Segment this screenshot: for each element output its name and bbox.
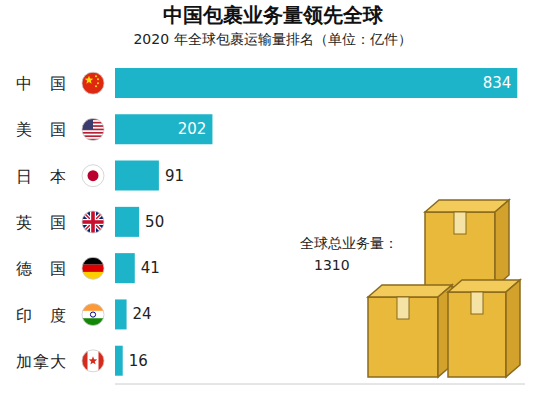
html-text:中国包裹业务量领先全球: 中国包裹业务量领先全球 <box>162 3 383 27</box>
svg-text:41: 41 <box>141 259 160 277</box>
svg-text:16: 16 <box>129 352 148 370</box>
svg-text:印: 印 <box>16 306 32 325</box>
html-text:全球总业务量：: 全球总业务量： <box>300 235 398 251</box>
svg-text:度: 度 <box>50 306 66 325</box>
svg-text:美: 美 <box>16 120 32 139</box>
html-text:1310: 1310 <box>314 257 350 273</box>
svg-text:834: 834 <box>483 74 512 92</box>
svg-text:德: 德 <box>16 259 32 278</box>
svg-text:24: 24 <box>133 305 152 323</box>
svg-text:日: 日 <box>16 167 32 186</box>
svg-text:中: 中 <box>16 74 32 93</box>
svg-text:大: 大 <box>50 352 66 371</box>
svg-text:英: 英 <box>16 213 32 232</box>
svg-text:国: 国 <box>50 213 66 232</box>
svg-text:91: 91 <box>165 167 184 185</box>
html-text:2020 年全球包裹运输量排名（单位：亿件）: 2020 年全球包裹运输量排名（单位：亿件） <box>133 31 412 47</box>
svg-text:202: 202 <box>178 120 207 138</box>
svg-text:拿: 拿 <box>33 352 49 371</box>
svg-text:加: 加 <box>16 352 32 371</box>
svg-text:国: 国 <box>50 74 66 93</box>
svg-text:50: 50 <box>145 213 164 231</box>
svg-text:国: 国 <box>50 259 66 278</box>
svg-text:本: 本 <box>50 167 66 186</box>
svg-text:国: 国 <box>50 120 66 139</box>
